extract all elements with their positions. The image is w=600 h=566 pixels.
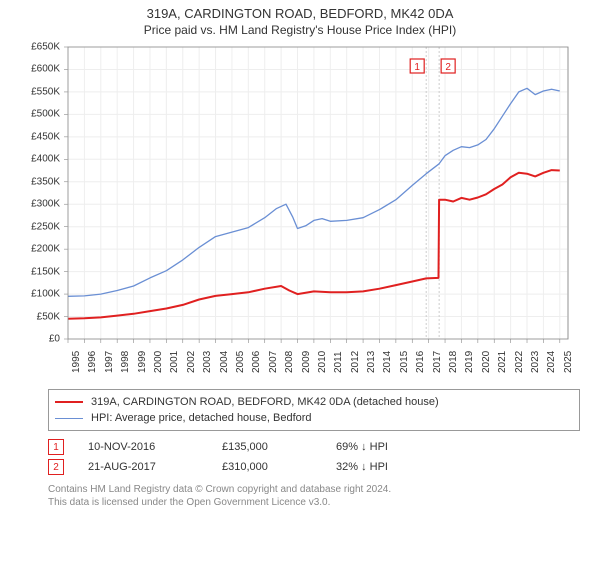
event-date: 21-AUG-2017 (88, 461, 198, 473)
y-axis-tick-label: £500K (18, 109, 60, 120)
x-axis-tick-label: 1996 (87, 351, 98, 373)
y-axis-tick-label: £450K (18, 131, 60, 142)
page-title: 319A, CARDINGTON ROAD, BEDFORD, MK42 0DA (0, 6, 600, 21)
y-axis-tick-label: £550K (18, 86, 60, 97)
x-axis-tick-label: 2022 (514, 351, 525, 373)
y-axis-tick-label: £350K (18, 176, 60, 187)
x-axis-tick-label: 2014 (382, 351, 393, 373)
x-axis-tick-label: 2021 (497, 351, 508, 373)
event-marker: 2 (48, 459, 64, 475)
x-axis-tick-label: 1997 (104, 351, 115, 373)
legend-swatch (55, 418, 83, 419)
event-hpi-diff: 32% ↓ HPI (336, 461, 446, 473)
y-axis-tick-label: £100K (18, 289, 60, 300)
y-axis-tick-label: £50K (18, 311, 60, 322)
y-axis-tick-label: £200K (18, 244, 60, 255)
x-axis-tick-label: 2004 (219, 351, 230, 373)
data-attribution: Contains HM Land Registry data © Crown c… (48, 483, 580, 509)
x-axis-tick-label: 2019 (464, 351, 475, 373)
legend-label: HPI: Average price, detached house, Bedf… (91, 412, 312, 424)
x-axis-tick-label: 2020 (481, 351, 492, 373)
legend-swatch (55, 401, 83, 403)
x-axis-tick-label: 2006 (251, 351, 262, 373)
event-price: £135,000 (222, 441, 312, 453)
event-markers-table: 1 10-NOV-2016 £135,000 69% ↓ HPI 2 21-AUG-201… (48, 437, 580, 477)
y-axis-tick-label: £0 (18, 334, 60, 345)
event-hpi-diff: 69% ↓ HPI (336, 441, 446, 453)
x-axis-tick-label: 2003 (202, 351, 213, 373)
x-axis-tick-label: 2012 (350, 351, 361, 373)
event-price: £310,000 (222, 461, 312, 473)
legend-label: 319A, CARDINGTON ROAD, BEDFORD, MK42 0DA… (91, 396, 439, 408)
legend-item: HPI: Average price, detached house, Bedf… (55, 410, 573, 426)
chart-svg: 12 (20, 41, 580, 381)
event-marker: 1 (48, 439, 64, 455)
y-axis-tick-label: £400K (18, 154, 60, 165)
x-axis-tick-label: 2001 (169, 351, 180, 373)
x-axis-tick-label: 2011 (333, 351, 344, 373)
x-axis-tick-label: 2002 (186, 351, 197, 373)
legend-item: 319A, CARDINGTON ROAD, BEDFORD, MK42 0DA… (55, 394, 573, 410)
price-chart: 12 £0£50K£100K£150K£200K£250K£300K£350K£… (20, 41, 580, 381)
x-axis-tick-label: 2010 (317, 351, 328, 373)
x-axis-tick-label: 1998 (120, 351, 131, 373)
y-axis-tick-label: £600K (18, 64, 60, 75)
svg-text:2: 2 (445, 62, 451, 73)
x-axis-tick-label: 1995 (71, 351, 82, 373)
x-axis-tick-label: 2025 (563, 351, 574, 373)
y-axis-tick-label: £300K (18, 199, 60, 210)
x-axis-tick-label: 2005 (235, 351, 246, 373)
event-row: 2 21-AUG-2017 £310,000 32% ↓ HPI (48, 457, 580, 477)
svg-text:1: 1 (414, 62, 420, 73)
x-axis-tick-label: 1999 (137, 351, 148, 373)
x-axis-tick-label: 2024 (546, 351, 557, 373)
legend: 319A, CARDINGTON ROAD, BEDFORD, MK42 0DA… (48, 389, 580, 431)
x-axis-tick-label: 2016 (415, 351, 426, 373)
footer-line-2: This data is licensed under the Open Gov… (48, 496, 580, 509)
x-axis-tick-label: 2000 (153, 351, 164, 373)
x-axis-tick-label: 2017 (432, 351, 443, 373)
x-axis-tick-label: 2023 (530, 351, 541, 373)
footer-line-1: Contains HM Land Registry data © Crown c… (48, 483, 580, 496)
event-row: 1 10-NOV-2016 £135,000 69% ↓ HPI (48, 437, 580, 457)
page-subtitle: Price paid vs. HM Land Registry's House … (0, 23, 600, 37)
x-axis-tick-label: 2009 (301, 351, 312, 373)
y-axis-tick-label: £650K (18, 42, 60, 53)
y-axis-tick-label: £250K (18, 221, 60, 232)
event-date: 10-NOV-2016 (88, 441, 198, 453)
x-axis-tick-label: 2015 (399, 351, 410, 373)
y-axis-tick-label: £150K (18, 266, 60, 277)
x-axis-tick-label: 2008 (284, 351, 295, 373)
x-axis-tick-label: 2007 (268, 351, 279, 373)
x-axis-tick-label: 2013 (366, 351, 377, 373)
x-axis-tick-label: 2018 (448, 351, 459, 373)
